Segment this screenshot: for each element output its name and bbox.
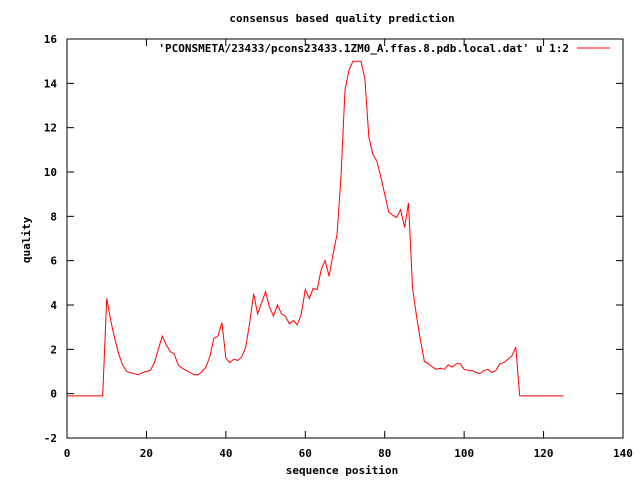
y-axis-label: quality bbox=[20, 216, 33, 263]
y-tick-label: 16 bbox=[44, 33, 58, 46]
x-tick-label: 120 bbox=[534, 447, 554, 460]
x-tick-label: 60 bbox=[299, 447, 312, 460]
y-tick-label: 12 bbox=[44, 122, 57, 135]
y-tick-label: 8 bbox=[50, 210, 57, 223]
x-tick-label: 100 bbox=[454, 447, 474, 460]
x-tick-label: 40 bbox=[219, 447, 232, 460]
y-tick-label: -2 bbox=[44, 432, 57, 445]
chart-title: consensus based quality prediction bbox=[229, 12, 454, 25]
x-tick-label: 0 bbox=[64, 447, 71, 460]
x-tick-label: 140 bbox=[613, 447, 633, 460]
x-axis-label: sequence position bbox=[286, 464, 399, 477]
y-tick-label: 6 bbox=[50, 255, 57, 268]
y-tick-label: 10 bbox=[44, 166, 57, 179]
y-tick-label: 2 bbox=[50, 343, 57, 356]
plot-frame bbox=[66, 38, 624, 439]
legend: 'PCONSMETA/23433/pcons23433.1ZM0_A.ffas.… bbox=[158, 42, 610, 55]
series-layer bbox=[67, 60, 564, 397]
series-line bbox=[67, 60, 564, 397]
y-tick-label: 4 bbox=[50, 299, 57, 312]
ticks-layer: 0 20 40 60 80 100 120 140 -2 0 2 4 6 8 10 12 14 16 bbox=[44, 33, 633, 460]
y-tick-label: 14 bbox=[44, 77, 58, 90]
x-tick-label: 80 bbox=[378, 447, 391, 460]
legend-label: 'PCONSMETA/23433/pcons23433.1ZM0_A.ffas.… bbox=[158, 42, 569, 55]
x-tick-label: 20 bbox=[140, 447, 153, 460]
y-tick-label: 0 bbox=[50, 388, 57, 401]
